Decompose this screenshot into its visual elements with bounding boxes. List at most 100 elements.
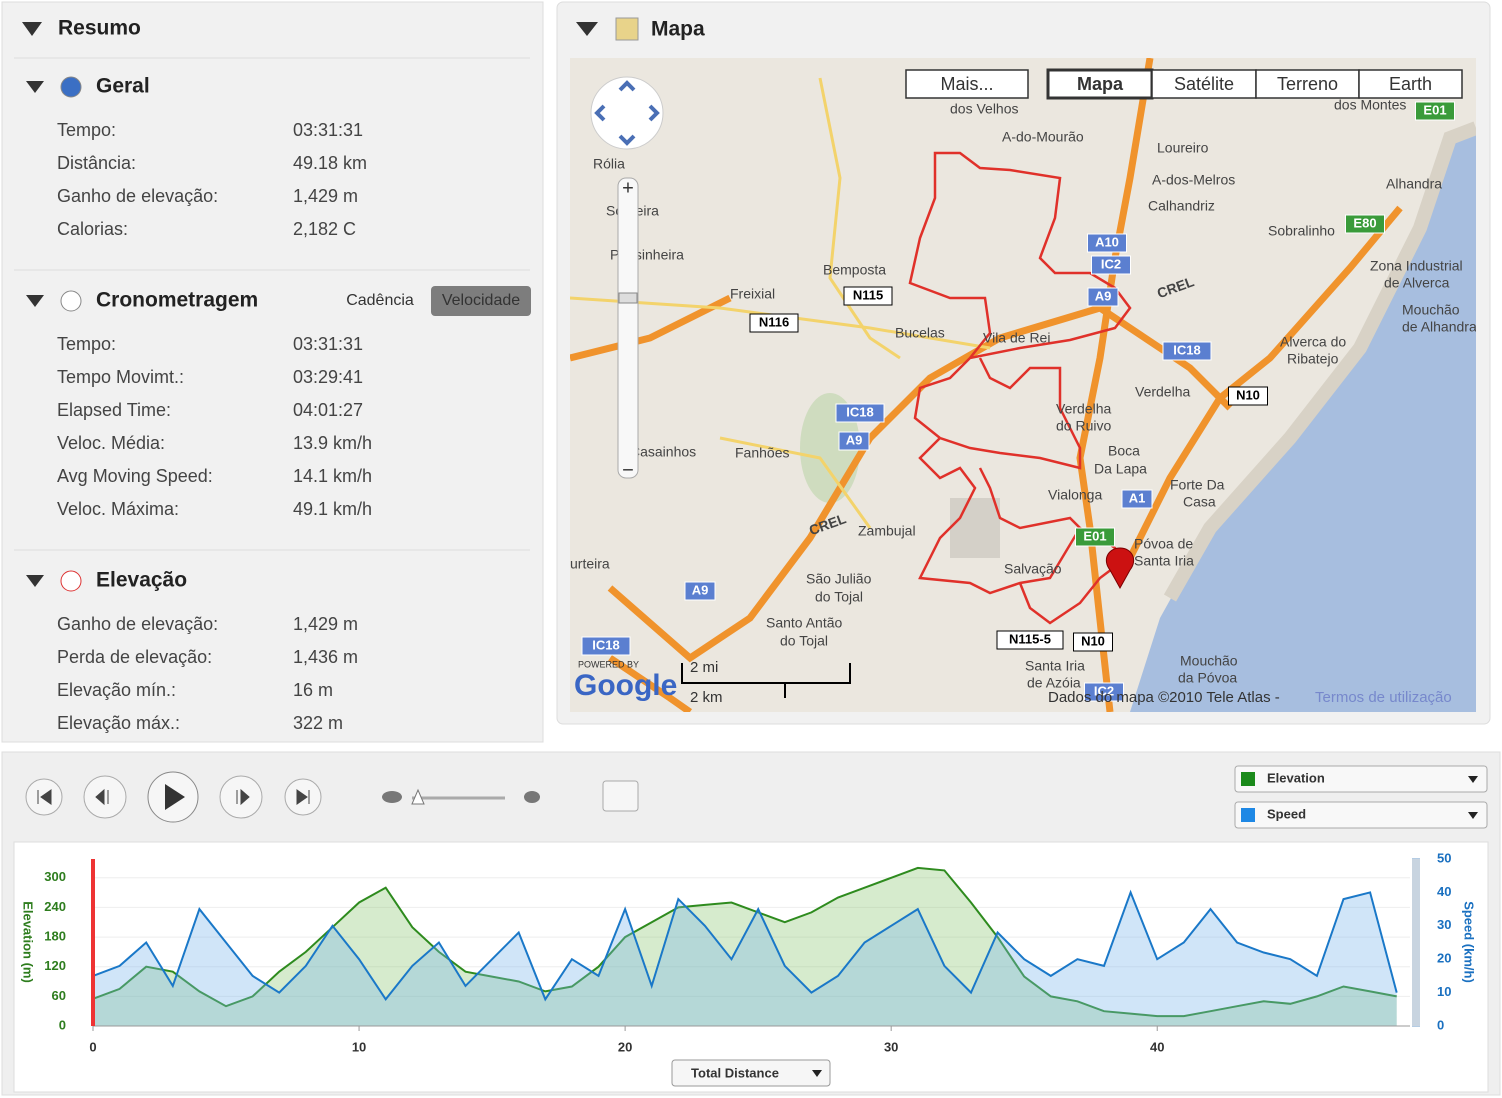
map-type-label[interactable]: Earth	[1389, 74, 1432, 94]
place-label: Forte Da	[1170, 477, 1225, 493]
road-shield	[838, 431, 870, 451]
y-tick-label: 120	[44, 958, 66, 973]
road-shield	[1087, 287, 1119, 307]
map-type-label[interactable]: Mais...	[940, 74, 993, 94]
road-shield-label: IC18	[1173, 342, 1200, 357]
road-shield-label: A9	[692, 582, 709, 597]
series-line	[92, 889, 1398, 1002]
chart: 0 60 120 180 240 300 0 10 20 30 40 50 0 10 20 30 40 Eleva…	[21, 850, 1477, 1054]
map-type-button[interactable]	[905, 69, 1029, 99]
google-logo[interactable]: Google	[574, 669, 677, 702]
row-label: Perda de elevação:	[57, 647, 212, 667]
legend-swatch	[1241, 772, 1255, 786]
place-label: Calhandriz	[1148, 198, 1215, 214]
row-value: 49.18 km	[293, 153, 367, 173]
row-value: 1,429 m	[293, 186, 358, 206]
map-type-label[interactable]: Satélite	[1174, 74, 1234, 94]
zoom-thumb[interactable]	[618, 292, 638, 304]
position-marker	[1105, 547, 1135, 590]
road-shield	[1091, 255, 1131, 275]
place-label: Bemposta	[823, 262, 886, 278]
y2-tick-label: 50	[1437, 850, 1451, 865]
road-shield-label: A9	[846, 432, 863, 447]
tab[interactable]: Cadência	[346, 292, 414, 309]
row-value: 2,182 C	[293, 219, 356, 239]
road-shield	[843, 286, 893, 306]
speed-thumb[interactable]	[411, 788, 425, 805]
road-shield-label: IC2	[1101, 256, 1121, 271]
place-label: do Tojal	[780, 633, 828, 649]
row-value: 1,436 m	[293, 647, 358, 667]
legend-dropdown[interactable]	[1234, 765, 1488, 793]
x-tick-label: 10	[352, 1039, 366, 1054]
section-title: Cronometragem	[96, 289, 258, 312]
terms-link[interactable]: Termos de utilização	[1315, 689, 1452, 706]
zoom-in[interactable]: +	[622, 177, 634, 199]
place-label: Vialonga	[1048, 487, 1102, 503]
collapse-icon[interactable]	[26, 81, 44, 93]
place-label: Sobralinho	[1268, 223, 1335, 239]
place-label: Fanhões	[735, 445, 789, 461]
road-shield-label: N10	[1081, 633, 1105, 648]
pan-control[interactable]	[590, 76, 664, 150]
road-shield-label: E01	[1423, 102, 1446, 117]
y-tick-label: 240	[44, 899, 66, 914]
road-shield	[1073, 632, 1113, 652]
road-shield	[996, 630, 1064, 650]
legend-dropdown[interactable]	[1234, 801, 1488, 829]
road-shield-label: A1	[1129, 490, 1146, 505]
x-axis-label: Total Distance	[691, 1065, 779, 1080]
section-icon	[60, 76, 82, 98]
area-fill	[93, 892, 1397, 1026]
area	[950, 498, 1000, 558]
y-tick-label: 300	[44, 869, 66, 884]
place-label: Alhandra	[1386, 176, 1442, 192]
place-label: da Póvoa	[1178, 670, 1237, 686]
tab-active[interactable]	[431, 286, 531, 316]
y-axis-title: Elevation (m)	[21, 901, 36, 983]
row-value: 16 m	[293, 680, 333, 700]
legend-label: Speed	[1267, 806, 1306, 821]
tab[interactable]: Velocidade	[442, 292, 520, 309]
zoom-out[interactable]: −	[622, 459, 634, 481]
row-label: Tempo Movimt.:	[57, 367, 184, 387]
place-label: Vila de Rei	[983, 330, 1050, 346]
pan-arrows[interactable]	[594, 80, 660, 146]
map[interactable]: Mais... Mapa Satélite Terreno Earth dos Velho…	[570, 58, 1477, 712]
river	[1130, 128, 1476, 712]
road-shield	[1162, 341, 1212, 361]
playhead[interactable]	[91, 859, 95, 1026]
collapse-icon[interactable]	[26, 575, 44, 587]
dropdown-arrow	[812, 1070, 822, 1077]
fast-icon	[524, 791, 540, 803]
place-label: de Azóia	[1027, 675, 1081, 691]
collapse-icon[interactable]	[26, 295, 44, 307]
row-label: Veloc. Máxima:	[57, 499, 179, 519]
place-label: Loureiro	[1157, 140, 1209, 156]
place-label: Mouchão	[1402, 302, 1460, 318]
map-type-button[interactable]	[1151, 69, 1257, 99]
place-label: Ribatejo	[1287, 351, 1339, 367]
place-label: Alverca do	[1280, 334, 1346, 350]
section-icon	[60, 290, 82, 312]
map-type-label[interactable]: Terreno	[1277, 74, 1338, 94]
map-type-button[interactable]	[1046, 68, 1154, 100]
collapse-icon[interactable]	[22, 22, 42, 36]
row-label: Elevação mín.:	[57, 680, 176, 700]
attribution: Dados do mapa ©2010 Tele Atlas -	[1048, 689, 1280, 706]
fullscreen-button[interactable]	[602, 780, 639, 812]
section-title: Geral	[96, 75, 150, 98]
map-type-label[interactable]: Mapa	[1077, 74, 1124, 94]
series-line	[92, 866, 1397, 1018]
place-label: Zona Industrial	[1370, 258, 1463, 274]
map-type-button[interactable]	[1358, 69, 1463, 99]
x-axis-selector[interactable]	[671, 1059, 831, 1087]
row-label: Veloc. Média:	[57, 433, 165, 453]
place-label: Santa Iria	[1025, 658, 1085, 674]
collapse-icon[interactable]	[576, 22, 598, 36]
road-shield	[835, 403, 885, 423]
zoom-slider[interactable]	[617, 177, 639, 479]
x-tick-label: 40	[1150, 1039, 1164, 1054]
prev-button[interactable]	[83, 775, 127, 819]
